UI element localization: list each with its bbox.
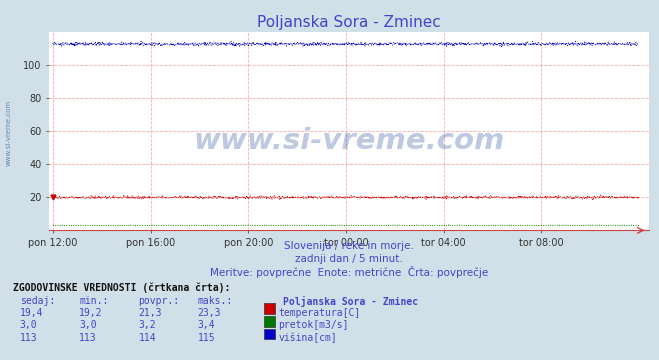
Text: 114: 114 bbox=[138, 333, 156, 343]
Text: 3,2: 3,2 bbox=[138, 320, 156, 330]
Text: maks.:: maks.: bbox=[198, 296, 233, 306]
Text: temperatura[C]: temperatura[C] bbox=[278, 308, 360, 318]
Title: Poljanska Sora - Zminec: Poljanska Sora - Zminec bbox=[258, 15, 441, 30]
Text: www.si-vreme.com: www.si-vreme.com bbox=[194, 127, 505, 155]
Text: 19,4: 19,4 bbox=[20, 308, 43, 318]
Text: zadnji dan / 5 minut.: zadnji dan / 5 minut. bbox=[295, 254, 403, 264]
Text: Meritve: povprečne  Enote: metrične  Črta: povprečje: Meritve: povprečne Enote: metrične Črta:… bbox=[210, 266, 488, 278]
Text: povpr.:: povpr.: bbox=[138, 296, 179, 306]
Text: 113: 113 bbox=[79, 333, 97, 343]
Text: višina[cm]: višina[cm] bbox=[278, 333, 337, 343]
Text: ZGODOVINSKE VREDNOSTI (črtkana črta):: ZGODOVINSKE VREDNOSTI (črtkana črta): bbox=[13, 283, 231, 293]
Text: 23,3: 23,3 bbox=[198, 308, 221, 318]
Text: 3,4: 3,4 bbox=[198, 320, 215, 330]
Text: 3,0: 3,0 bbox=[20, 320, 38, 330]
Text: pretok[m3/s]: pretok[m3/s] bbox=[278, 320, 349, 330]
Text: 21,3: 21,3 bbox=[138, 308, 162, 318]
Text: 113: 113 bbox=[20, 333, 38, 343]
Text: sedaj:: sedaj: bbox=[20, 296, 55, 306]
Text: www.si-vreme.com: www.si-vreme.com bbox=[5, 100, 11, 166]
Text: Slovenija / reke in morje.: Slovenija / reke in morje. bbox=[284, 241, 415, 251]
Text: Poljanska Sora - Zminec: Poljanska Sora - Zminec bbox=[283, 296, 418, 307]
Text: 19,2: 19,2 bbox=[79, 308, 103, 318]
Text: 3,0: 3,0 bbox=[79, 320, 97, 330]
Text: min.:: min.: bbox=[79, 296, 109, 306]
Text: 115: 115 bbox=[198, 333, 215, 343]
